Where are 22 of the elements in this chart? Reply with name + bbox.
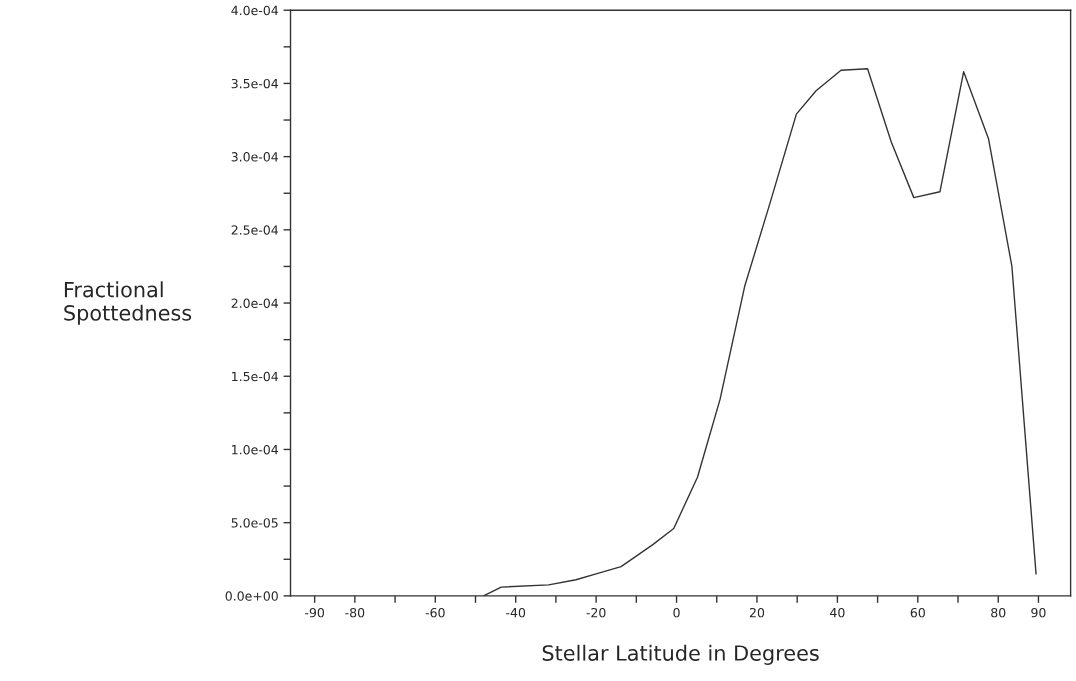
- x-tick-label: 0: [673, 607, 680, 618]
- y-tick-label: 3.0e-04: [231, 152, 279, 162]
- y-tick-label: 1.5e-04: [232, 371, 279, 382]
- x-tick-label: 80: [991, 607, 1006, 618]
- y-tick-label: 0.0e+00: [225, 591, 278, 601]
- x-axis-title: Stellar Latitude in Degrees: [542, 644, 819, 665]
- x-tick-label: 40: [830, 607, 845, 618]
- y-tick-label: 4.0e-04: [231, 5, 279, 16]
- y-tick-label: 2.5e-04: [231, 225, 279, 235]
- x-tick-label: -60: [425, 607, 445, 618]
- x-tick-label: -80: [345, 607, 365, 618]
- y-axis-title: Fractional Spottedness: [64, 281, 192, 325]
- y-tick-label: 5.0e-05: [231, 518, 278, 528]
- x-tick-label: -20: [586, 607, 606, 618]
- x-tick-label: 90: [1031, 607, 1046, 618]
- x-tick-label: -90: [305, 607, 325, 618]
- x-tick-label: 60: [910, 607, 925, 618]
- y-tick-label: 3.5e-04: [231, 78, 279, 89]
- y-tick-label: 1.0e-04: [232, 444, 279, 455]
- x-tick-label: -40: [506, 607, 526, 618]
- x-tick-label: 20: [749, 607, 765, 618]
- y-tick-label: 2.0e-04: [231, 298, 279, 308]
